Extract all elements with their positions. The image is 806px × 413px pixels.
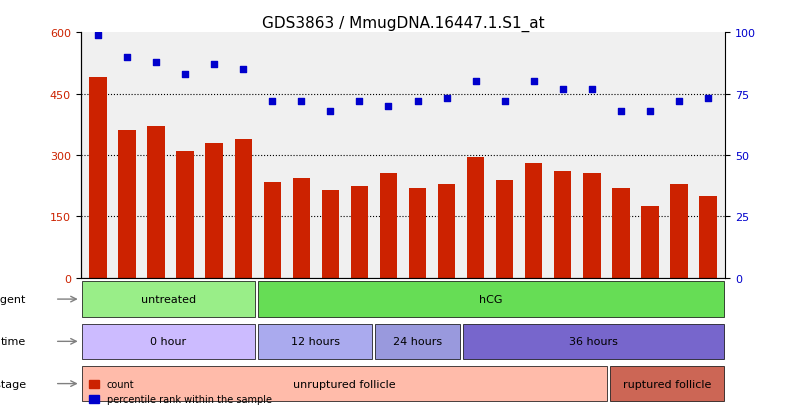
Point <box>382 103 395 110</box>
Bar <box>612 188 629 278</box>
Bar <box>641 207 659 278</box>
Bar <box>525 164 542 278</box>
FancyBboxPatch shape <box>82 324 255 359</box>
FancyBboxPatch shape <box>258 324 372 359</box>
Point <box>556 86 569 93</box>
Bar <box>89 78 106 278</box>
Point <box>527 79 540 85</box>
Bar <box>264 182 281 278</box>
Point <box>411 98 424 105</box>
Legend: count, percentile rank within the sample: count, percentile rank within the sample <box>85 375 276 408</box>
Bar <box>671 184 688 278</box>
Bar <box>206 143 223 278</box>
Bar <box>438 184 455 278</box>
Point <box>266 98 279 105</box>
Bar <box>496 180 513 278</box>
Bar <box>700 197 717 278</box>
Bar <box>467 158 484 278</box>
Point <box>469 79 482 85</box>
Point <box>643 108 656 115</box>
Bar <box>409 188 426 278</box>
Point <box>701 96 714 102</box>
Point <box>672 98 685 105</box>
Point <box>585 86 598 93</box>
FancyBboxPatch shape <box>609 366 724 401</box>
Text: 12 hours: 12 hours <box>291 337 339 347</box>
Point <box>324 108 337 115</box>
Point <box>150 59 163 66</box>
FancyBboxPatch shape <box>258 282 724 317</box>
Text: agent: agent <box>0 294 26 304</box>
FancyBboxPatch shape <box>463 324 724 359</box>
Bar <box>351 186 368 278</box>
Bar <box>177 152 194 278</box>
Bar <box>380 174 397 278</box>
Bar <box>235 139 252 278</box>
Bar <box>322 190 339 278</box>
Text: development stage: development stage <box>0 379 26 389</box>
FancyBboxPatch shape <box>375 324 460 359</box>
Text: 0 hour: 0 hour <box>151 337 187 347</box>
Point <box>179 71 192 78</box>
FancyBboxPatch shape <box>82 366 607 401</box>
Text: unruptured follicle: unruptured follicle <box>293 379 396 389</box>
Point <box>353 98 366 105</box>
Bar <box>147 127 165 278</box>
Point <box>295 98 308 105</box>
Point <box>498 98 511 105</box>
Text: 36 hours: 36 hours <box>569 337 618 347</box>
Point <box>92 32 105 39</box>
FancyBboxPatch shape <box>82 282 255 317</box>
Text: ruptured follicle: ruptured follicle <box>622 379 711 389</box>
Text: untreated: untreated <box>141 294 196 304</box>
Bar <box>554 172 571 278</box>
Text: time: time <box>1 337 26 347</box>
Point <box>440 96 453 102</box>
Title: GDS3863 / MmugDNA.16447.1.S1_at: GDS3863 / MmugDNA.16447.1.S1_at <box>262 16 544 32</box>
Point <box>614 108 627 115</box>
Text: 24 hours: 24 hours <box>393 337 442 347</box>
Point <box>121 54 134 61</box>
Bar <box>293 178 310 278</box>
Bar <box>118 131 135 278</box>
Point <box>237 66 250 73</box>
Bar <box>583 174 600 278</box>
Point <box>208 62 221 68</box>
Text: hCG: hCG <box>480 294 503 304</box>
